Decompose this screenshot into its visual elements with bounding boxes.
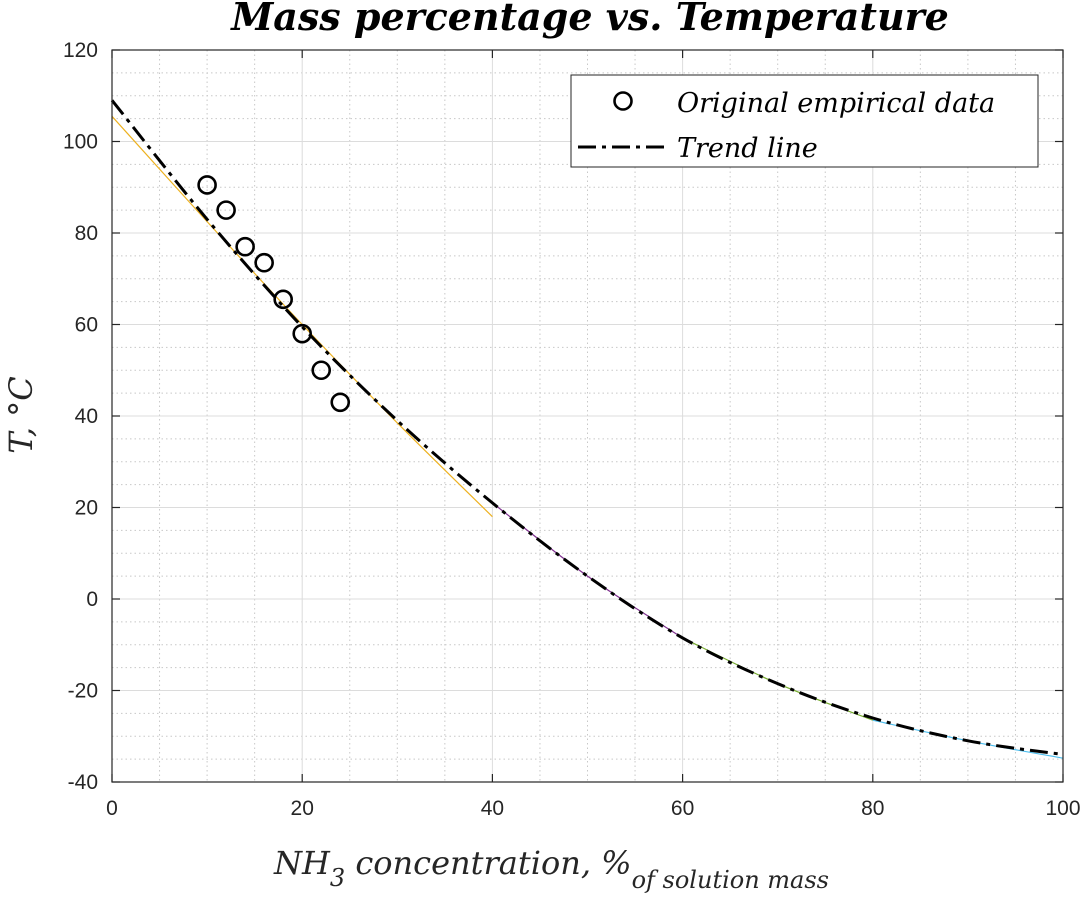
chart-title: Mass percentage vs. Temperature	[229, 0, 949, 39]
x-axis-label-sub-tail: of solution mass	[632, 866, 829, 894]
y-axis-label: T, °C	[2, 376, 40, 453]
data-point	[197, 175, 217, 195]
y-tick-label: 20	[75, 497, 98, 520]
y-tick-label: 120	[63, 39, 98, 62]
legend-label-empirical: Original empirical data	[677, 88, 995, 119]
x-tick-label: 40	[481, 797, 504, 820]
legend-marker-circle	[613, 91, 633, 111]
y-tick-label: 60	[75, 314, 98, 337]
x-tick-label: 20	[291, 797, 314, 820]
data-point	[311, 360, 332, 381]
data-point	[216, 200, 236, 220]
legend: Original empirical data Trend line	[570, 74, 1039, 168]
y-tick-label: 0	[86, 588, 98, 611]
ticks: 0 20 40 60 80 100 -40 -20 0 20 40 60 80 100 120	[63, 39, 1081, 820]
data-point	[235, 236, 255, 257]
legend-box	[570, 74, 1039, 168]
series	[110, 99, 1064, 756]
x-tick-label: 60	[671, 797, 694, 820]
y-tick-label: -40	[68, 771, 98, 794]
y-tick-label: -20	[68, 680, 98, 703]
x-axis-label: NH3 concentration, %of solution mass	[273, 844, 829, 894]
x-tick-label: 100	[1045, 797, 1080, 820]
x-tick-label: 80	[861, 797, 884, 820]
data-point	[254, 252, 274, 273]
x-axis-label-mid: concentration, %	[345, 844, 631, 882]
legend-label-trend: Trend line	[677, 133, 818, 164]
x-axis-label-main: NH	[273, 844, 331, 882]
x-axis-label-sub-3: 3	[330, 864, 345, 892]
y-tick-label: 100	[63, 131, 98, 154]
y-tick-label: 40	[75, 405, 98, 428]
data-point	[273, 289, 293, 310]
trend-line	[110, 99, 1064, 756]
y-tick-label: 80	[75, 222, 98, 245]
data-point	[330, 392, 351, 413]
x-tick-label: 0	[106, 797, 118, 820]
